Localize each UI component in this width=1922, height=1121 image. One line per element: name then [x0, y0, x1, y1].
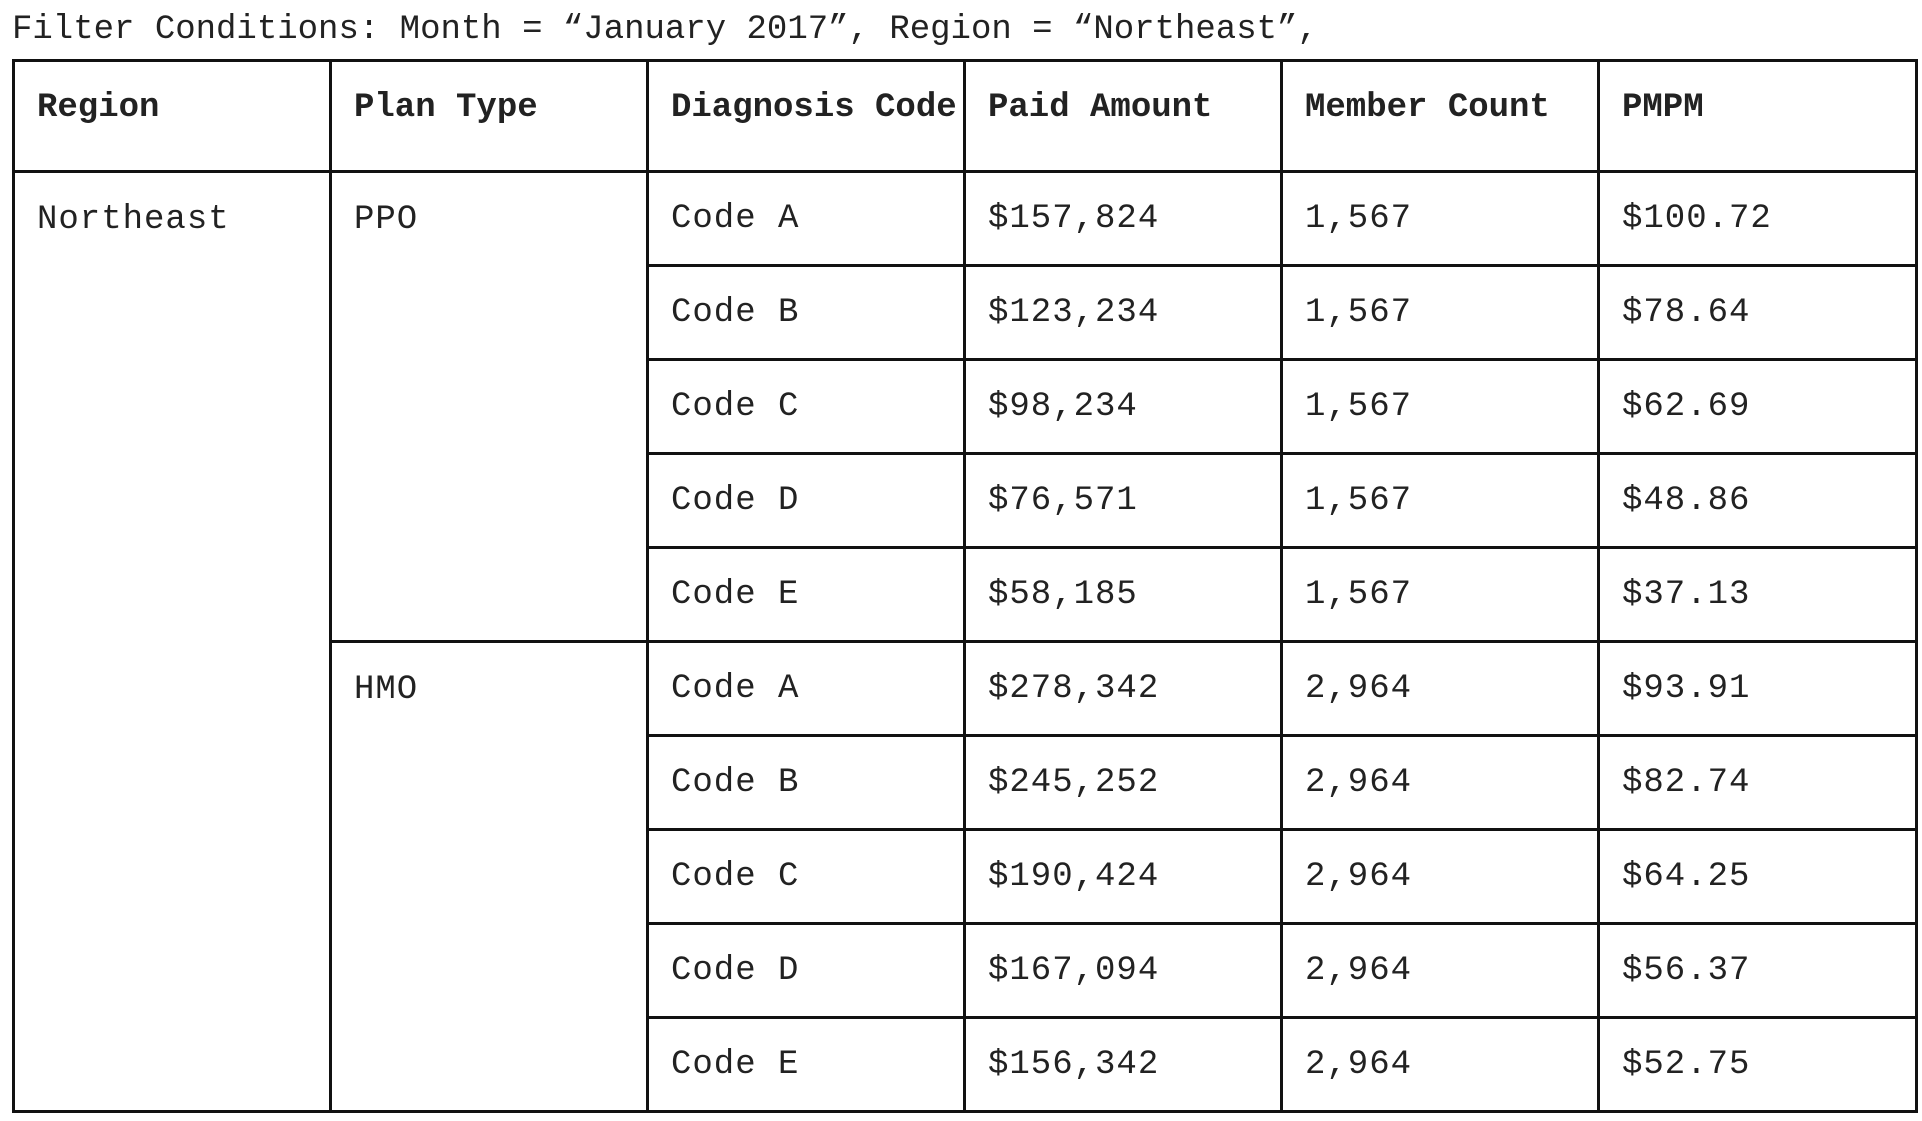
table-row: Code D $167,094 2,964 $56.37 [14, 922, 1918, 1019]
member-count-cell: 1,567 [1280, 452, 1600, 549]
header-diagnosis-code: Diagnosis Code [646, 59, 966, 173]
diagnosis-code-cell: Code C [646, 828, 966, 925]
paid-amount-cell: $76,571 [963, 452, 1283, 549]
table-row: Code E $58,185 1,567 $37.13 [14, 546, 1918, 643]
diagnosis-code-cell: Code E [646, 1016, 966, 1113]
member-count-cell: 1,567 [1280, 546, 1600, 643]
table-row: Code C $98,234 1,567 $62.69 [14, 358, 1918, 455]
table-row: Code B $245,252 2,964 $82.74 [14, 734, 1918, 831]
pmpm-cell: $93.91 [1597, 640, 1918, 737]
paid-amount-cell: $123,234 [963, 264, 1283, 361]
member-count-cell: 2,964 [1280, 640, 1600, 737]
data-table: Region Plan Type Diagnosis Code Paid Amo… [12, 59, 1918, 1113]
member-count-cell: 2,964 [1280, 828, 1600, 925]
table-row: Northeast PPO Code A $157,824 1,567 $100… [12, 170, 1918, 1113]
diagnosis-code-cell: Code B [646, 264, 966, 361]
paid-amount-cell: $167,094 [963, 922, 1283, 1019]
pmpm-cell: $56.37 [1597, 922, 1918, 1019]
pmpm-cell: $37.13 [1597, 546, 1918, 643]
header-pmpm: PMPM [1597, 59, 1918, 173]
pmpm-cell: $62.69 [1597, 358, 1918, 455]
table-row: Code B $123,234 1,567 $78.64 [14, 264, 1918, 361]
filter-conditions: Filter Conditions: Month = “January 2017… [12, 11, 1318, 49]
header-paid-amount: Paid Amount [963, 59, 1283, 173]
paid-amount-cell: $190,424 [963, 828, 1283, 925]
pmpm-cell: $52.75 [1597, 1016, 1918, 1113]
member-count-cell: 1,567 [1280, 358, 1600, 455]
region-cell: Northeast [12, 170, 332, 1113]
diagnosis-code-cell: Code A [646, 170, 966, 267]
header-row: Region Plan Type Diagnosis Code Paid Amo… [12, 59, 1918, 173]
table-row: Code E $156,342 2,964 $52.75 [14, 1016, 1918, 1113]
pmpm-cell: $78.64 [1597, 264, 1918, 361]
paid-amount-cell: $156,342 [963, 1016, 1283, 1113]
member-count-cell: 1,567 [1280, 264, 1600, 361]
diagnosis-code-cell: Code E [646, 546, 966, 643]
pmpm-cell: $48.86 [1597, 452, 1918, 549]
diagnosis-code-cell: Code A [646, 640, 966, 737]
pmpm-cell: $82.74 [1597, 734, 1918, 831]
member-count-cell: 2,964 [1280, 1016, 1600, 1113]
plan-type-cell: PPO [329, 170, 649, 643]
table-row: Code D $76,571 1,567 $48.86 [14, 452, 1918, 549]
member-count-cell: 2,964 [1280, 922, 1600, 1019]
paid-amount-cell: $278,342 [963, 640, 1283, 737]
pmpm-cell: $64.25 [1597, 828, 1918, 925]
header-region: Region [12, 59, 332, 173]
paid-amount-cell: $245,252 [963, 734, 1283, 831]
paid-amount-cell: $58,185 [963, 546, 1283, 643]
diagnosis-code-cell: Code D [646, 922, 966, 1019]
paid-amount-cell: $157,824 [963, 170, 1283, 267]
header-member-count: Member Count [1280, 59, 1600, 173]
diagnosis-code-cell: Code B [646, 734, 966, 831]
pmpm-cell: $100.72 [1597, 170, 1918, 267]
header-plan-type: Plan Type [329, 59, 649, 173]
member-count-cell: 2,964 [1280, 734, 1600, 831]
member-count-cell: 1,567 [1280, 170, 1600, 267]
plan-type-cell: HMO [329, 640, 649, 1113]
diagnosis-code-cell: Code D [646, 452, 966, 549]
diagnosis-code-cell: Code C [646, 358, 966, 455]
paid-amount-cell: $98,234 [963, 358, 1283, 455]
table-row: HMO Code A $278,342 2,964 $93.91 [14, 640, 1918, 1113]
table-row: Code C $190,424 2,964 $64.25 [14, 828, 1918, 925]
